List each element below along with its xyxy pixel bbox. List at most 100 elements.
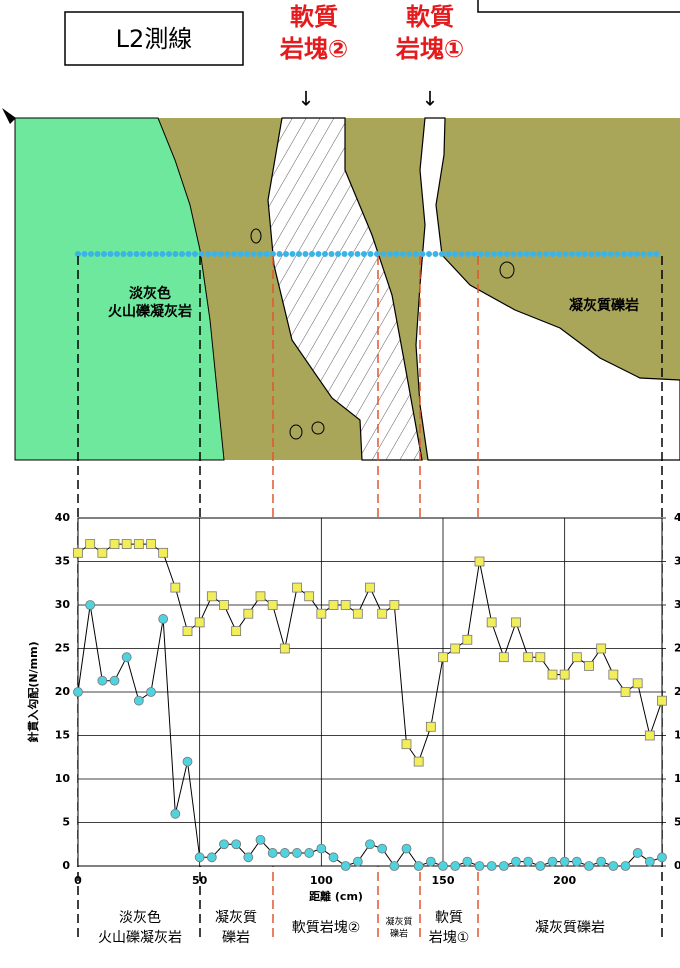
- zone-label: 凝灰質: [215, 910, 257, 926]
- x-tick-label: 150: [432, 874, 455, 887]
- data-point: [316, 608, 327, 619]
- data-point: [121, 539, 132, 549]
- x-tick-label: 200: [553, 874, 576, 887]
- data-point: [170, 808, 181, 819]
- data-point: [632, 678, 643, 689]
- x-tick-label: 100: [310, 874, 333, 887]
- data-point: [438, 861, 448, 871]
- data-point: [462, 634, 473, 645]
- zone-label: 凝灰質礫岩: [535, 920, 605, 936]
- lapilli-tuff: [14, 117, 225, 461]
- partial-box: [477, 0, 680, 13]
- zone-label: 凝灰質: [385, 916, 412, 928]
- data-point: [462, 856, 473, 867]
- data-point: [657, 852, 667, 863]
- data-point: [146, 687, 156, 697]
- y2-tick-label: 25: [674, 642, 680, 655]
- data-point: [450, 861, 461, 871]
- data-point: [486, 617, 497, 628]
- data-point: [644, 730, 655, 741]
- y2-tick-label: 15: [674, 729, 680, 742]
- y2-tick-label: 30: [674, 598, 680, 611]
- y-tick-label: 30: [55, 598, 71, 611]
- data-point: [511, 617, 521, 628]
- y2-tick-label: 5: [674, 816, 680, 829]
- data-point: [292, 848, 302, 858]
- x-tick-label: 0: [74, 874, 82, 887]
- data-point: [377, 608, 388, 619]
- data-point: [547, 856, 558, 867]
- annotation: 岩塊②: [279, 35, 348, 63]
- geologic-map: 淡灰色 火山礫凝灰岩 凝灰質礫岩: [14, 117, 680, 461]
- data-point: [206, 852, 217, 863]
- y-axis-label: 針貫入勾配(N/mm): [26, 641, 40, 742]
- data-point: [194, 852, 205, 863]
- y-tick-label: 20: [55, 685, 71, 698]
- data-point: [219, 839, 229, 850]
- data-point: [657, 695, 667, 706]
- annotation: 岩塊①: [395, 35, 464, 63]
- data-point: [377, 843, 388, 854]
- data-point: [194, 617, 205, 628]
- clast: [289, 424, 303, 440]
- x-tick-label: 50: [192, 874, 208, 887]
- data-point: [146, 539, 156, 549]
- zone-label: 礫岩: [390, 928, 408, 940]
- zone-label: 軟質岩塊②: [292, 920, 361, 936]
- y2-tick-label: 10: [674, 772, 680, 785]
- x-axis-label: 距離 (cm): [309, 889, 363, 903]
- arrow: ↓: [422, 87, 439, 111]
- data-point: [596, 643, 607, 654]
- data-point: [85, 539, 96, 549]
- data-point: [523, 652, 534, 663]
- data-point: [243, 608, 254, 619]
- y-tick-label: 15: [55, 729, 70, 742]
- data-point: [450, 643, 461, 654]
- clast: [311, 421, 325, 435]
- data-point: [267, 600, 278, 610]
- data-point: [158, 614, 169, 624]
- data-point: [498, 861, 509, 871]
- zone-label: 岩塊①: [429, 930, 470, 946]
- data-point: [474, 861, 485, 871]
- data-point: [73, 687, 83, 697]
- data-point: [109, 675, 120, 686]
- data-point: [498, 652, 509, 663]
- data-point: [292, 582, 302, 593]
- data-point: [620, 687, 631, 697]
- data-point: [279, 848, 290, 858]
- y2-tick-label: 0: [674, 859, 680, 872]
- data-point: [535, 652, 546, 663]
- zone-labels: 淡灰色 火山礫凝灰岩 凝灰質 礫岩 軟質岩塊② 凝灰質 礫岩 軟質 岩塊① 凝灰…: [98, 909, 605, 946]
- map-label: 火山礫凝灰岩: [108, 303, 192, 320]
- data-point: [279, 643, 290, 654]
- data-point: [328, 852, 339, 863]
- data-point: [559, 856, 570, 867]
- data-point: [73, 547, 83, 558]
- data-point: [438, 652, 448, 663]
- data-point: [219, 600, 229, 610]
- data-point: [401, 739, 412, 750]
- y2-tick-label: 40: [674, 511, 680, 524]
- data-point: [133, 695, 144, 706]
- y-tick-label: 35: [55, 555, 70, 568]
- data-point: [608, 861, 619, 871]
- data-point: [523, 856, 534, 867]
- y-tick-label: 5: [62, 816, 70, 829]
- data-point: [632, 848, 643, 858]
- map-label: 淡灰色: [129, 285, 171, 302]
- data-point: [340, 600, 351, 610]
- data-point: [571, 856, 582, 867]
- annotations: 軟質 岩塊② ↓ 軟質 岩塊① ↓: [279, 3, 464, 111]
- arrow: ↓: [298, 87, 315, 111]
- data-point: [121, 652, 132, 663]
- data-point: [535, 861, 546, 871]
- zone-label: 淡灰色: [119, 909, 161, 926]
- data-point: [413, 756, 424, 767]
- y2-tick-label: 35: [674, 555, 680, 568]
- data-point: [365, 839, 375, 850]
- data-point: [109, 539, 120, 549]
- data-point: [267, 848, 278, 858]
- data-point: [559, 669, 570, 680]
- data-point: [255, 835, 266, 845]
